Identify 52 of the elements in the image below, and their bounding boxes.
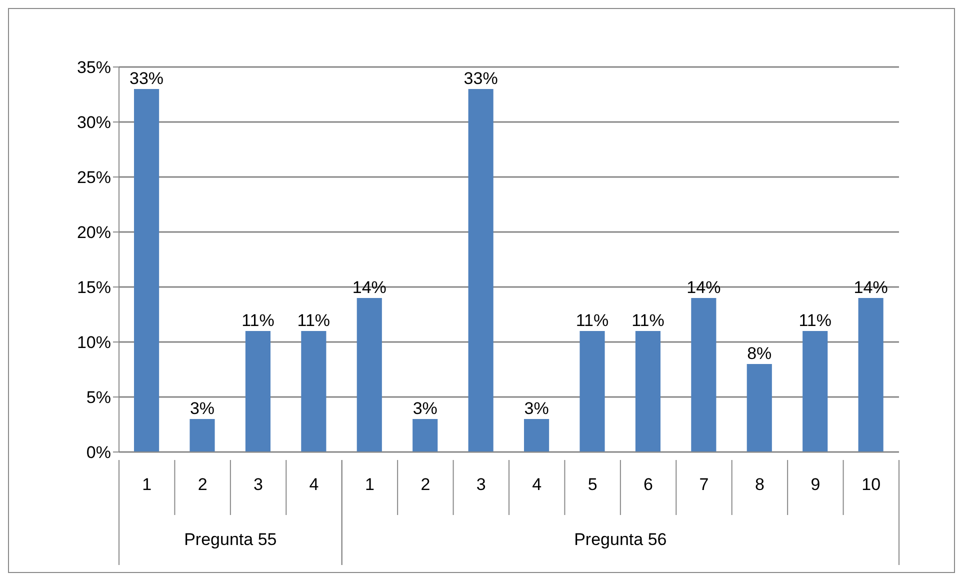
- x-tick-label: 4: [532, 475, 542, 494]
- bar: [245, 331, 270, 452]
- y-tick-label: 0%: [86, 443, 111, 462]
- y-tick-label: 35%: [76, 58, 111, 78]
- bar: [134, 89, 160, 452]
- bar: [412, 419, 438, 452]
- x-tick-label: 1: [142, 475, 152, 494]
- y-tick-label: 25%: [76, 168, 111, 188]
- x-tick-label: 8: [754, 475, 764, 494]
- data-label: 11%: [632, 311, 664, 330]
- data-label: 11%: [297, 311, 330, 330]
- x-tick-label: 3: [254, 475, 264, 494]
- data-label: 8%: [747, 344, 772, 363]
- text: Pregunta 55: [184, 530, 277, 549]
- y-tick-label: 10%: [76, 333, 111, 352]
- data-label: 3%: [190, 399, 215, 418]
- data-label: 14%: [686, 278, 721, 297]
- y-tick-label: 20%: [76, 223, 111, 242]
- x-tick-label: 3: [476, 475, 486, 494]
- data-label: 11%: [242, 311, 274, 330]
- x-tick-label: 10: [862, 475, 881, 494]
- bar: [802, 331, 828, 452]
- bar: [468, 89, 494, 452]
- x-tick-label: 2: [420, 475, 430, 494]
- x-tick-label: 7: [699, 475, 709, 494]
- x-tick-label: 9: [810, 475, 820, 494]
- bar: [691, 298, 716, 452]
- bar: [858, 298, 884, 452]
- bar: [524, 419, 550, 452]
- x-tick-label: 2: [198, 475, 208, 494]
- y-tick-label: 15%: [76, 278, 111, 298]
- data-label: 11%: [576, 311, 609, 330]
- data-label: 14%: [854, 278, 888, 297]
- data-label: 3%: [524, 399, 549, 418]
- data-label: 14%: [352, 278, 386, 297]
- bar: [635, 331, 660, 452]
- x-tick-label: 6: [644, 475, 654, 494]
- bar: [356, 298, 382, 452]
- y-tick-label: 30%: [76, 113, 111, 132]
- x-tick-label: 1: [364, 475, 374, 494]
- data-label: 11%: [798, 311, 832, 330]
- text: Pregunta 56: [574, 530, 667, 549]
- y-tick-label: 5%: [86, 388, 111, 408]
- x-tick-label: 5: [588, 475, 598, 494]
- data-label: 33%: [130, 69, 164, 88]
- x-tick-label: 4: [309, 475, 319, 494]
- bar: [190, 419, 215, 452]
- bar: [580, 331, 605, 452]
- bar: [746, 364, 772, 452]
- bar: [301, 331, 326, 452]
- data-label: 3%: [412, 399, 438, 418]
- data-label: 33%: [464, 69, 498, 88]
